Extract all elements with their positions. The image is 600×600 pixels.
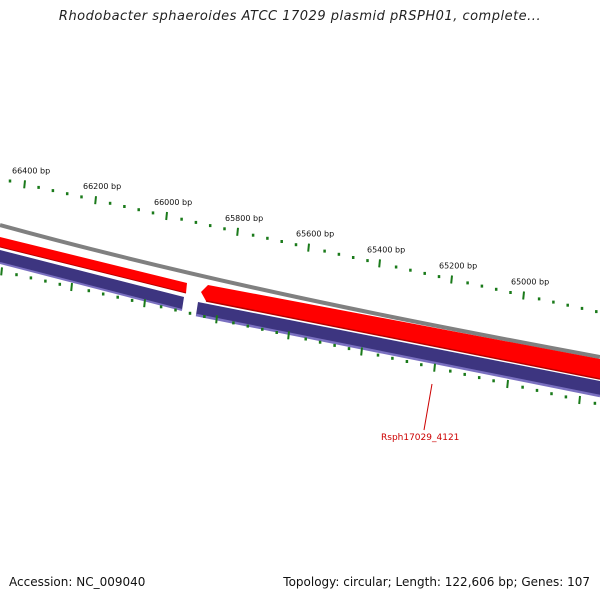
ruler-major-tick xyxy=(506,379,509,389)
ruler-label: 65800 bp xyxy=(225,214,263,223)
ruler-major-tick xyxy=(143,299,146,308)
ruler-major-tick xyxy=(94,196,97,205)
ruler-major-tick xyxy=(70,282,73,292)
backbone-track xyxy=(0,223,600,359)
ruler-major-tick xyxy=(165,211,168,221)
topology-summary-text: Topology: circular; Length: 122,606 bp; … xyxy=(283,575,590,589)
forward-gene-left xyxy=(0,237,187,293)
ruler-label: 66400 bp xyxy=(12,166,50,175)
gene-label[interactable]: Rsph17029_4121 xyxy=(381,433,459,443)
ruler-major-tick xyxy=(0,267,3,276)
ruler-major-tick xyxy=(23,180,26,189)
ruler-label: 65200 bp xyxy=(439,262,477,271)
ruler-major-tick xyxy=(450,275,453,284)
ruler-major-tick xyxy=(433,363,436,372)
forward-gene-arrow xyxy=(201,285,600,379)
outer-ruler: 66400 bp 66200 bp 66000 bp 65800 bp 65600 bp… xyxy=(8,166,598,314)
ruler-major-tick xyxy=(215,315,218,324)
ruler-label: 66000 bp xyxy=(154,198,192,207)
ruler-major-tick xyxy=(236,227,239,236)
ruler-major-tick xyxy=(287,331,290,340)
ruler-label: 65000 bp xyxy=(511,278,549,287)
ruler-label: 65600 bp xyxy=(296,230,334,239)
accession-text: Accession: NC_009040 xyxy=(9,575,146,589)
ruler-major-tick xyxy=(522,291,525,300)
ruler-major-tick xyxy=(360,347,363,356)
map-title: Rhodobacter sphaeroides ATCC 17029 plasm… xyxy=(58,9,542,24)
ruler-label: 65400 bp xyxy=(367,245,405,254)
reverse-gene-right xyxy=(196,302,600,396)
ruler-major-tick xyxy=(307,243,310,252)
ruler-major-tick xyxy=(578,395,581,405)
gene-label-leader xyxy=(423,383,433,431)
reverse-gene-left xyxy=(0,250,184,310)
ruler-major-tick xyxy=(378,259,381,268)
ruler-label: 66200 bp xyxy=(83,182,121,191)
inner-ruler xyxy=(0,267,597,405)
